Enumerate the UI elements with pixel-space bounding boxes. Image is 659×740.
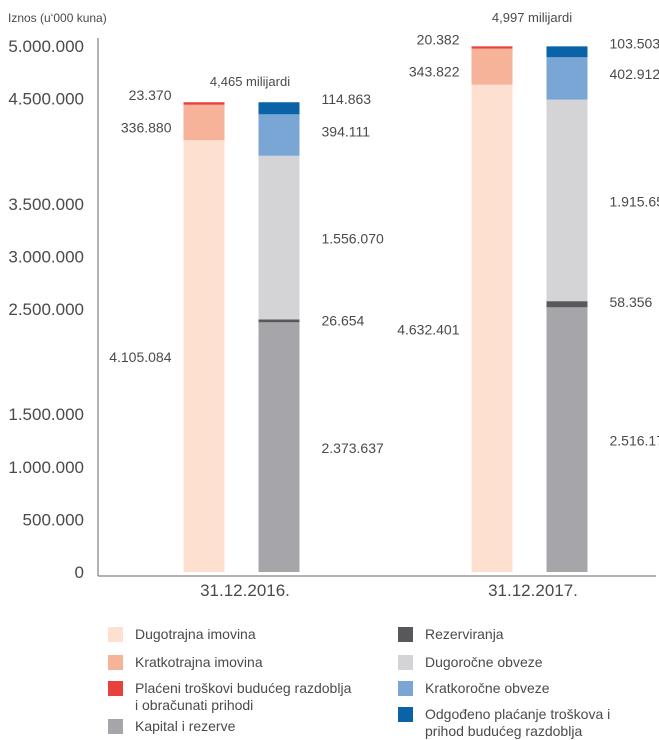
legend-label-line: Rezerviranja [425, 626, 504, 643]
legend-label-line: Kratkoročne obveze [425, 680, 550, 697]
value-label: 394.111 [322, 123, 371, 139]
value-label: 23.370 [129, 87, 172, 103]
legend-swatch [398, 627, 413, 642]
y-tick-label: 1.500.000 [8, 405, 84, 424]
y-tick-label: 3.500.000 [8, 195, 84, 214]
x-tick-label: 31.12.2017. [488, 581, 578, 600]
legend-label-line: Kapital i rezerve [135, 718, 235, 735]
value-label: 103.503 [610, 35, 659, 51]
value-label: 1.556.070 [322, 231, 384, 247]
legend-swatch [398, 655, 413, 670]
bar-segment [184, 105, 225, 140]
bar-segment [472, 46, 513, 48]
legend-swatch [108, 655, 123, 670]
value-label: 402.912 [610, 66, 659, 82]
y-tick-label: 4.500.000 [8, 90, 84, 109]
bar-segment [259, 319, 300, 322]
bar-segment [259, 102, 300, 114]
legend-swatch [108, 719, 123, 734]
value-label: 58.356 [610, 294, 653, 310]
y-axis-ticks: 0 500.000 1.000.000 1.500.000 2.500.000 3.000… [8, 37, 84, 582]
value-label: 2.373.637 [322, 440, 384, 456]
y-axis-title: Iznos (u‘000 kuna) [8, 11, 107, 25]
y-tick-label: 2.500.000 [8, 300, 84, 319]
legend-label: Rezerviranja [425, 626, 504, 643]
legend-label: Dugoročne obveze [425, 654, 543, 671]
value-label: 343.822 [409, 64, 460, 80]
legend-item: Rezerviranja [398, 626, 504, 643]
legend-item: Kratkotrajna imovina [108, 654, 263, 671]
legend-swatch [108, 681, 123, 696]
legend-label-line: Dugotrajna imovina [135, 626, 256, 643]
bar-segment [547, 100, 588, 302]
total-label: 4,465 milijardi [210, 74, 290, 89]
legend-label-line: prihod budućeg razdoblja [425, 723, 610, 740]
legend-item: Kapital i rezerve [108, 718, 235, 735]
value-label: 26.654 [322, 312, 365, 328]
bar-segment [547, 307, 588, 572]
y-tick-label: 500.000 [23, 510, 84, 529]
value-label: 114.863 [322, 91, 372, 107]
bar-segment [259, 114, 300, 155]
value-label: 4.105.084 [109, 349, 171, 365]
legend-label-line: Odgođeno plaćanje troškova i [425, 706, 610, 723]
y-tick-label: 0 [75, 563, 84, 582]
value-label: 20.382 [417, 31, 460, 47]
bar-segment [547, 46, 588, 57]
legend-label: Kratkotrajna imovina [135, 654, 263, 671]
legend-label: Kratkoročne obveze [425, 680, 550, 697]
y-tick-label: 3.000.000 [8, 247, 84, 266]
legend-label-line: Plaćeni troškovi budućeg razdoblja [135, 680, 351, 697]
legend-item: Kratkoročne obveze [398, 680, 550, 697]
bar-segment [259, 322, 300, 572]
legend-label: Dugotrajna imovina [135, 626, 256, 643]
legend-item: Dugoročne obveze [398, 654, 543, 671]
bar-segment [184, 140, 225, 572]
y-tick-label: 5.000.000 [8, 37, 84, 56]
value-label: 2.516.175 [610, 433, 659, 449]
value-label: 4.632.401 [397, 321, 459, 337]
bar-segment [472, 85, 513, 572]
value-label: 336.880 [121, 120, 172, 136]
bar-segments [184, 46, 588, 572]
bar-segment [547, 57, 588, 99]
bar-segment [259, 156, 300, 320]
x-axis-ticks: 31.12.2016. 31.12.2017. [200, 581, 578, 600]
legend-swatch [398, 707, 413, 722]
value-label: 1.915.659 [610, 193, 659, 209]
legend-item: Dugotrajna imovina [108, 626, 256, 643]
bar-segment [184, 102, 225, 104]
bar-segment [547, 301, 588, 307]
total-label: 4,997 milijardi [492, 10, 572, 25]
legend-label-line: Kratkotrajna imovina [135, 654, 263, 671]
bar-segment [472, 49, 513, 85]
legend-swatch [398, 681, 413, 696]
legend-swatch [108, 627, 123, 642]
stacked-bar-chart: Iznos (u‘000 kuna) 0 500.000 1.000.000 1.50… [0, 0, 659, 610]
x-tick-label: 31.12.2016. [200, 581, 290, 600]
legend-label-line: i obračunati prihodi [135, 697, 351, 714]
total-labels: 4,465 milijardi 4,997 milijardi [210, 10, 572, 89]
legend-label-line: Dugoročne obveze [425, 654, 543, 671]
y-tick-label: 1.000.000 [8, 458, 84, 477]
legend-label: Kapital i rezerve [135, 718, 235, 735]
